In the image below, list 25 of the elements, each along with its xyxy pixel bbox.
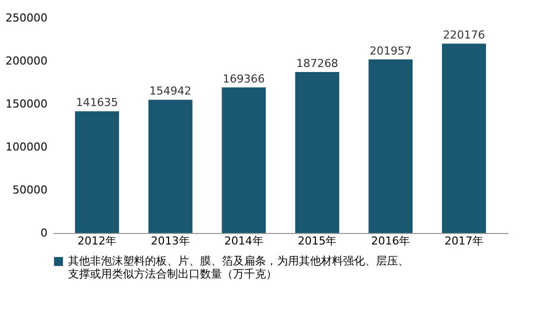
data-label: 201957: [370, 44, 412, 58]
y-tick-label: 0: [40, 226, 48, 240]
bar: [368, 59, 413, 233]
data-label: 169366: [222, 72, 265, 86]
x-tick-label: 2013年: [150, 234, 190, 248]
data-label: 141635: [76, 96, 118, 110]
x-tick-label: 2014年: [224, 234, 264, 248]
x-tick-label: 2012年: [78, 234, 117, 248]
legend-label: 其他非泡沫塑料的板、片、膜、箔及扁条，为用其他材料强化、层压、支撑或用类似方法合制出口数量（万千克）: [68, 254, 409, 280]
bar: [222, 87, 266, 233]
bar: [148, 100, 192, 233]
x-tick-label: 2017年: [444, 234, 484, 248]
bar: [442, 44, 486, 233]
bar: [295, 72, 340, 233]
y-tick-label: 250000: [6, 12, 48, 24]
y-tick-label: 50000: [12, 184, 48, 196]
y-tick-label: 200000: [6, 54, 48, 68]
data-label: 187268: [296, 56, 338, 70]
bar: [75, 111, 120, 233]
data-label: 154942: [149, 84, 192, 98]
y-tick-label: 100000: [6, 140, 48, 154]
x-tick-label: 2015年: [298, 234, 337, 248]
x-tick-label: 2016年: [371, 234, 410, 248]
y-tick-label: 150000: [6, 98, 48, 110]
data-label: 220176: [442, 28, 485, 42]
